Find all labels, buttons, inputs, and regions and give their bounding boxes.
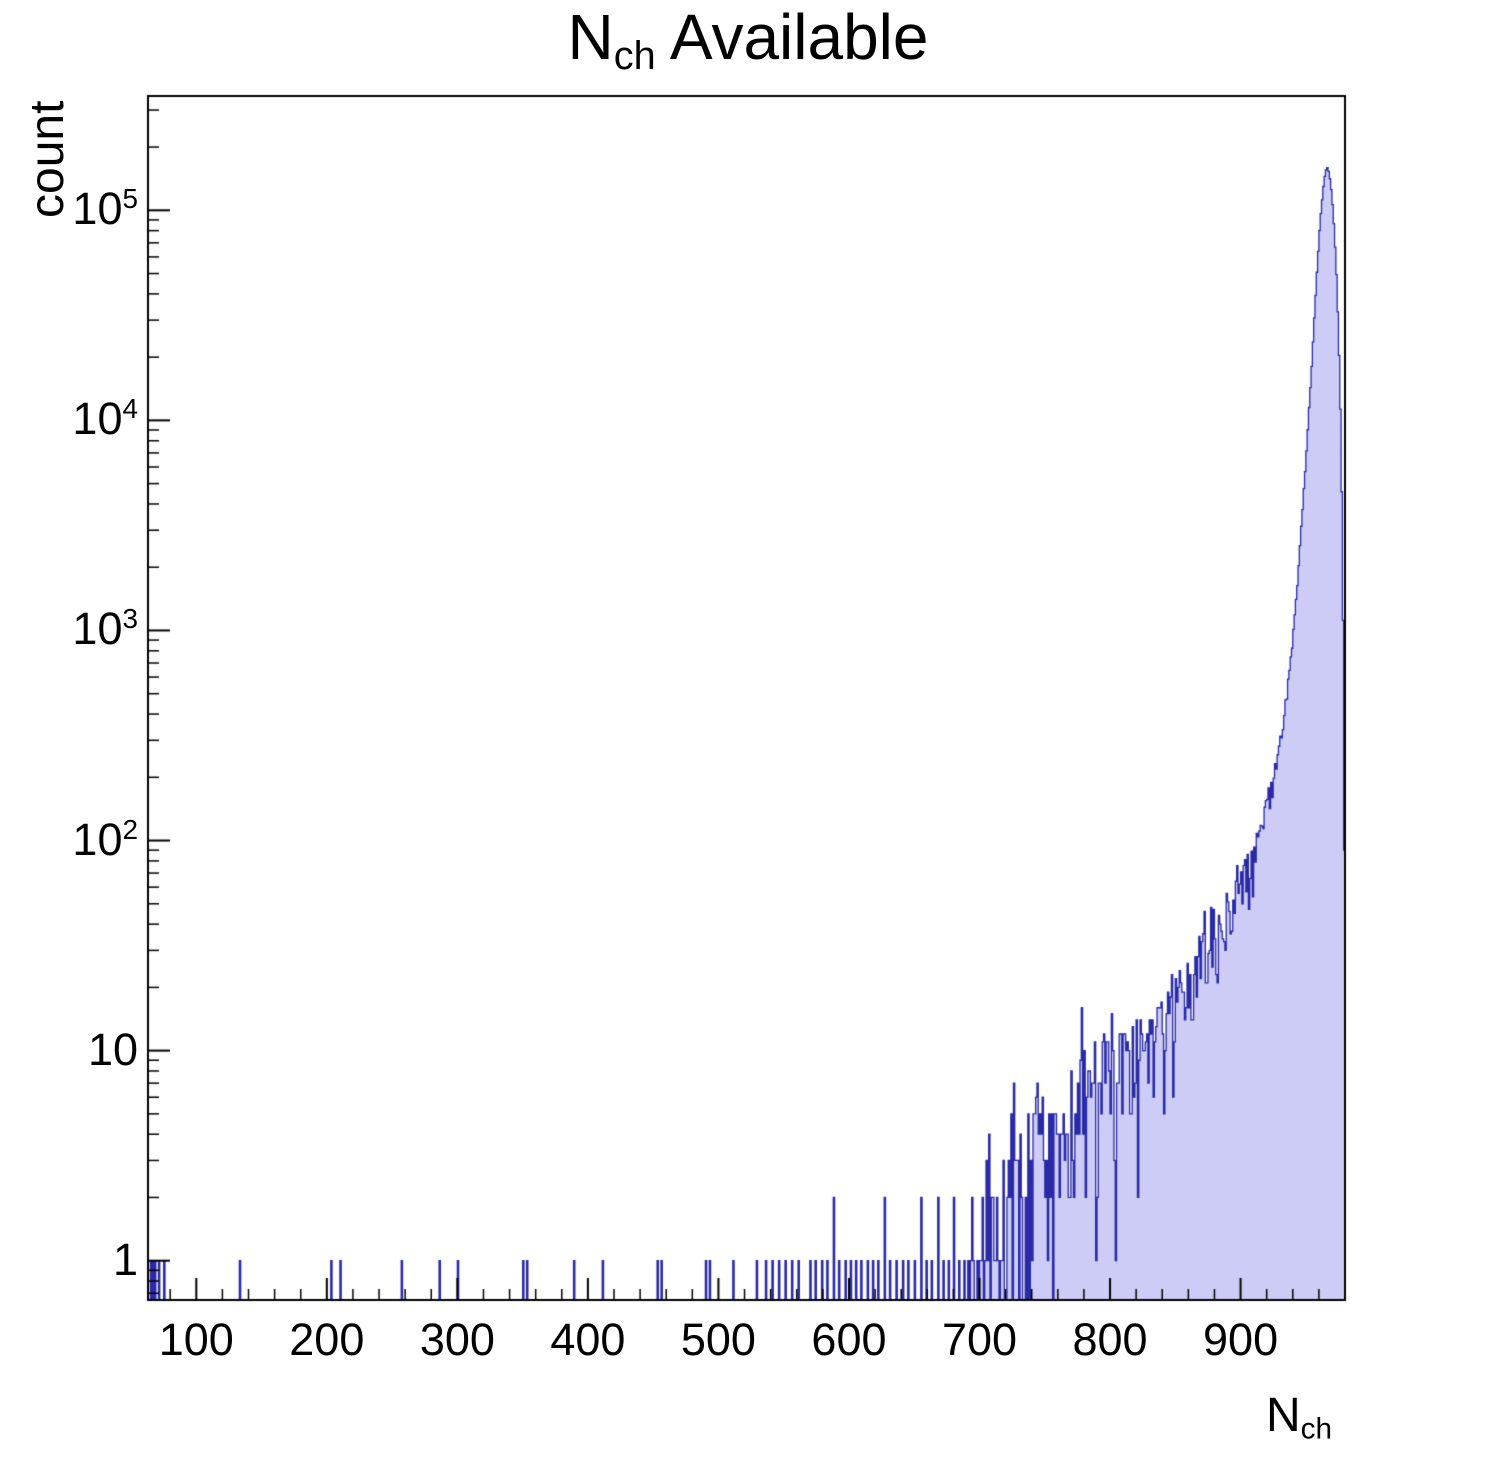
x-axis-label-main: N (1266, 1389, 1301, 1442)
x-tick-label: 400 (550, 1314, 626, 1365)
y-tick-label: 104 (72, 393, 138, 445)
y-tick-label: 105 (72, 183, 138, 235)
y-tick-label: 102 (72, 813, 138, 865)
x-tick-label: 300 (419, 1314, 495, 1365)
y-tick-label: 1 (112, 1233, 138, 1285)
x-tick-label: 500 (680, 1314, 756, 1365)
x-tick-label: 800 (1072, 1314, 1148, 1365)
chart-title: Nch Available (0, 2, 1496, 79)
x-tick-label: 900 (1203, 1314, 1279, 1365)
x-tick-label: 100 (158, 1314, 234, 1365)
chart-title-subscript: ch (613, 33, 656, 78)
x-tick-label: 200 (289, 1314, 365, 1365)
y-tick-label: 10 (87, 1023, 138, 1075)
chart-title-rest: Available (655, 1, 929, 73)
x-axis-label: Nch (1266, 1388, 1332, 1446)
x-tick-label: 700 (941, 1314, 1018, 1365)
chart-title-main: N (567, 1, 614, 73)
x-axis-label-subscript: ch (1300, 1412, 1333, 1446)
y-tick-label: 103 (72, 603, 138, 655)
x-tick-label: 600 (811, 1314, 887, 1365)
